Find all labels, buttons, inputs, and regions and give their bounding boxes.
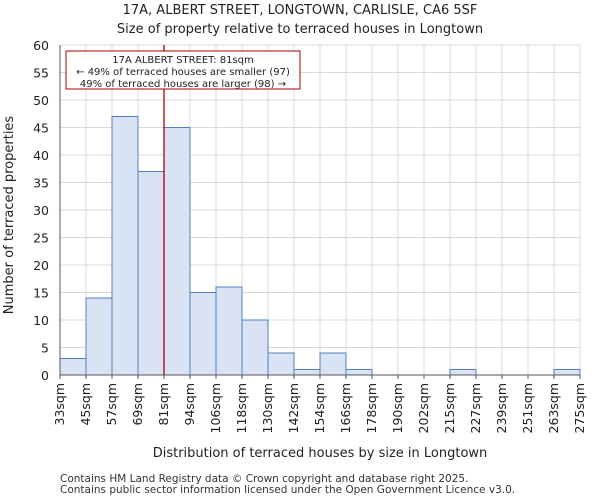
y-tick-label: 10 bbox=[33, 313, 49, 328]
bar bbox=[111, 116, 139, 376]
chart-subtitle: Size of property relative to terraced ho… bbox=[117, 22, 483, 37]
x-tick-label: 154sqm bbox=[312, 383, 327, 433]
footer-line1: Contains HM Land Registry data © Crown c… bbox=[60, 473, 468, 485]
y-tick-label: 55 bbox=[33, 66, 49, 81]
y-tick-label: 60 bbox=[33, 38, 49, 53]
y-tick-label: 30 bbox=[33, 203, 49, 218]
x-tick-labels: 33sqm 45sqm 57sqm 69sqm 81sqm 94sqm 106sqm 118s… bbox=[52, 375, 587, 433]
x-tick-label: 227sqm bbox=[468, 383, 483, 433]
x-tick-label: 130sqm bbox=[260, 383, 275, 433]
x-tick-label: 81sqm bbox=[156, 383, 171, 426]
y-tick-label: 15 bbox=[33, 286, 49, 301]
y-tick-label: 0 bbox=[41, 368, 49, 383]
x-tick-label: 94sqm bbox=[182, 383, 197, 426]
x-tick-label: 166sqm bbox=[338, 383, 353, 433]
x-tick-label: 263sqm bbox=[546, 383, 561, 433]
x-tick-label: 202sqm bbox=[416, 383, 431, 433]
x-tick-label: 106sqm bbox=[208, 383, 223, 433]
y-tick-label: 20 bbox=[33, 258, 49, 273]
bar bbox=[449, 369, 477, 376]
x-tick-label: 33sqm bbox=[52, 383, 67, 426]
x-tick-label: 45sqm bbox=[78, 383, 93, 426]
annotation-box: 17A ALBERT STREET: 81sqm ← 49% of terrac… bbox=[65, 50, 301, 90]
x-tick-label: 251sqm bbox=[520, 383, 535, 433]
chart-title: 17A, ALBERT STREET, LONGTOWN, CARLISLE, … bbox=[123, 3, 478, 18]
bar bbox=[215, 286, 243, 376]
x-tick-label: 239sqm bbox=[494, 383, 509, 433]
x-tick-label: 275sqm bbox=[572, 383, 587, 433]
bar bbox=[137, 171, 165, 376]
x-tick-label: 118sqm bbox=[234, 383, 249, 433]
annotation-frame bbox=[65, 50, 301, 90]
x-tick-label: 69sqm bbox=[130, 383, 145, 426]
bar bbox=[553, 369, 581, 376]
bar bbox=[189, 292, 217, 376]
y-tick-labels: 0 5 10 15 20 25 30 35 40 45 50 55 60 bbox=[33, 38, 49, 383]
bar bbox=[241, 319, 269, 376]
x-tick-label: 190sqm bbox=[390, 383, 405, 433]
bar bbox=[293, 369, 321, 376]
y-tick-label: 25 bbox=[33, 231, 49, 246]
x-tick-label: 57sqm bbox=[104, 383, 119, 426]
bar bbox=[267, 352, 295, 376]
x-tick-label: 142sqm bbox=[286, 383, 301, 433]
annotation-line1: 17A ALBERT STREET: 81sqm bbox=[112, 55, 253, 66]
x-axis-label: Distribution of terraced houses by size … bbox=[153, 446, 488, 461]
bar bbox=[319, 352, 347, 376]
x-tick-label: 178sqm bbox=[364, 383, 379, 433]
bar bbox=[59, 358, 87, 376]
y-axis-label: Number of terraced properties bbox=[2, 116, 17, 315]
x-tick-label: 215sqm bbox=[442, 383, 457, 433]
y-tick-label: 35 bbox=[33, 176, 49, 191]
y-tick-label: 5 bbox=[41, 341, 49, 356]
bar bbox=[345, 369, 373, 376]
bar bbox=[85, 297, 113, 376]
annotation-line2: ← 49% of terraced houses are smaller (97… bbox=[76, 67, 290, 78]
y-tick-label: 45 bbox=[33, 121, 49, 136]
annotation-line3: 49% of terraced houses are larger (98) → bbox=[80, 79, 286, 90]
bar bbox=[163, 127, 191, 376]
y-tick-label: 50 bbox=[33, 93, 49, 108]
y-tick-label: 40 bbox=[33, 148, 49, 163]
bar-layer bbox=[59, 116, 581, 376]
footer-line2: Contains public sector information licen… bbox=[60, 484, 515, 496]
